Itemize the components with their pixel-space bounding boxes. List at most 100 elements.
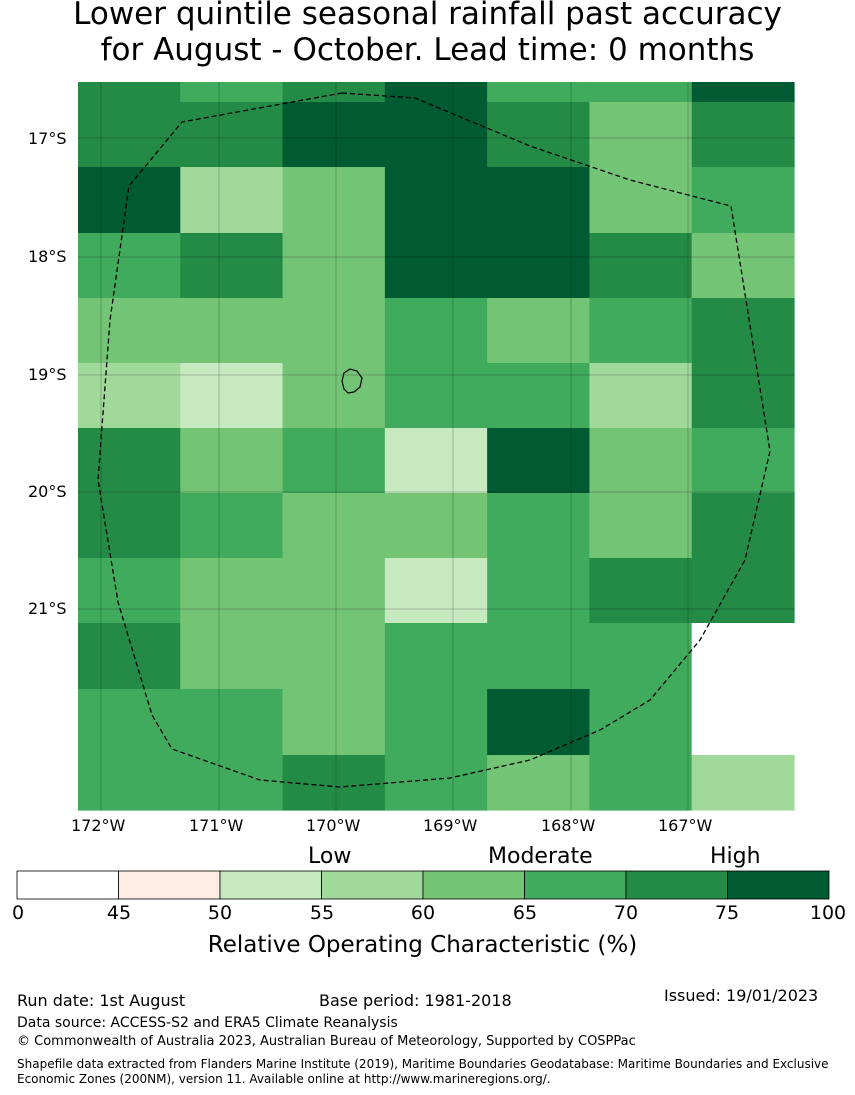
grid-cell: [384, 428, 488, 494]
lon-label-170w: 170°W: [306, 816, 361, 835]
grid-cell: [589, 167, 693, 234]
grid-cell: [180, 102, 284, 168]
grid-cell: [78, 82, 181, 103]
colorbar-tick-45: 45: [106, 902, 132, 924]
colorbar-segment: [524, 870, 627, 900]
grid-cell: [589, 755, 693, 811]
grid-cell: [384, 363, 488, 429]
grid-cell: [180, 623, 284, 690]
grid-cell: [589, 102, 693, 168]
grid-cell: [78, 689, 181, 756]
grid-cell: [487, 233, 591, 299]
lat-label-19s: 19°S: [28, 365, 67, 384]
grid-cell: [282, 428, 386, 494]
colorbar-tick-60: 60: [410, 902, 436, 924]
grid-cell: [487, 493, 591, 559]
grid-cell: [691, 167, 795, 234]
grid-cell: [78, 493, 181, 559]
grid-cell: [487, 167, 591, 234]
grid-cell: [487, 428, 591, 494]
grid-cell: [691, 428, 795, 494]
grid-cell: [487, 363, 591, 429]
lat-label-20s: 20°S: [28, 482, 67, 501]
grid-cell: [691, 82, 795, 103]
grid-cell: [282, 102, 386, 168]
grid-cells: [78, 82, 795, 811]
grid-cell: [487, 623, 591, 690]
grid-cell: [282, 363, 386, 429]
grid-cell: [282, 233, 386, 299]
grid-cell: [487, 558, 591, 624]
grid-cell: [487, 689, 591, 756]
copyright: © Commonwealth of Australia 2023, Austra…: [17, 1034, 636, 1049]
grid-cell: [589, 428, 693, 494]
colorbar-tick-65: 65: [512, 902, 538, 924]
grid-cell: [78, 298, 181, 364]
grid-cell: [78, 233, 181, 299]
grid-cell: [180, 755, 284, 811]
title-line-1: Lower quintile seasonal rainfall past ac…: [73, 0, 782, 32]
colorbar-tick-50: 50: [207, 902, 233, 924]
run-date: Run date: 1st August: [17, 991, 186, 1010]
grid-cell: [282, 167, 386, 234]
grid-cell: [78, 428, 181, 494]
grid-cell: [78, 363, 181, 429]
grid-cell: [589, 493, 693, 559]
grid-cell: [282, 689, 386, 756]
colorbar-tick-55: 55: [309, 902, 335, 924]
grid-cell: [691, 102, 795, 168]
colorbar-segment: [727, 870, 830, 900]
grid-cell: [282, 755, 386, 811]
grid-cell: [384, 102, 488, 168]
shapefile-credit: Shapefile data extracted from Flanders M…: [17, 1057, 829, 1086]
colorbar-segment: [321, 870, 424, 900]
grid-cell: [180, 233, 284, 299]
lon-label-168w: 168°W: [541, 816, 596, 835]
base-period: Base period: 1981-2018: [319, 991, 512, 1010]
grid-cell: [78, 623, 181, 690]
colorbar-title: Relative Operating Characteristic (%): [207, 932, 638, 958]
grid-cell: [589, 363, 693, 429]
grid-cell: [589, 689, 693, 756]
colorbar-tick-0: 0: [11, 902, 25, 924]
grid-cell: [282, 493, 386, 559]
grid-cell: [180, 493, 284, 559]
colorbar-tick-75: 75: [714, 902, 740, 924]
category-high: High: [710, 844, 761, 869]
grid-cell: [589, 298, 693, 364]
lon-label-172w: 172°W: [71, 816, 126, 835]
grid-cell: [384, 623, 488, 690]
grid-cell: [384, 82, 488, 103]
grid-cell: [691, 493, 795, 559]
grid-cell: [589, 623, 693, 690]
grid-cell: [589, 82, 693, 103]
grid-cell: [691, 558, 795, 624]
eez-boundary: [97, 92, 771, 788]
grid-cell: [282, 558, 386, 624]
lat-label-17s: 17°S: [28, 129, 67, 148]
grid-cell: [180, 167, 284, 234]
lat-label-21s: 21°S: [28, 599, 67, 618]
grid-cell: [384, 167, 488, 234]
grid-cell: [78, 558, 181, 624]
grid-cell: [384, 298, 488, 364]
colorbar-segment: [422, 870, 525, 900]
data-source: Data source: ACCESS-S2 and ERA5 Climate …: [17, 1015, 398, 1031]
lon-label-167w: 167°W: [658, 816, 713, 835]
grid-cell: [282, 623, 386, 690]
grid-cell: [487, 755, 591, 811]
category-moderate: Moderate: [488, 844, 593, 869]
issued-date: Issued: 19/01/2023: [664, 986, 819, 1005]
category-low: Low: [308, 844, 352, 869]
grid-cell: [180, 363, 284, 429]
colorbar-tick-100: 100: [809, 902, 847, 924]
grid-cell: [180, 558, 284, 624]
grid-cell: [487, 82, 591, 103]
grid-cell: [282, 298, 386, 364]
grid-cell: [180, 689, 284, 756]
grid-cell: [691, 298, 795, 364]
grid-cell: [691, 689, 795, 756]
grid-cell: [691, 233, 795, 299]
grid-cell: [384, 755, 488, 811]
